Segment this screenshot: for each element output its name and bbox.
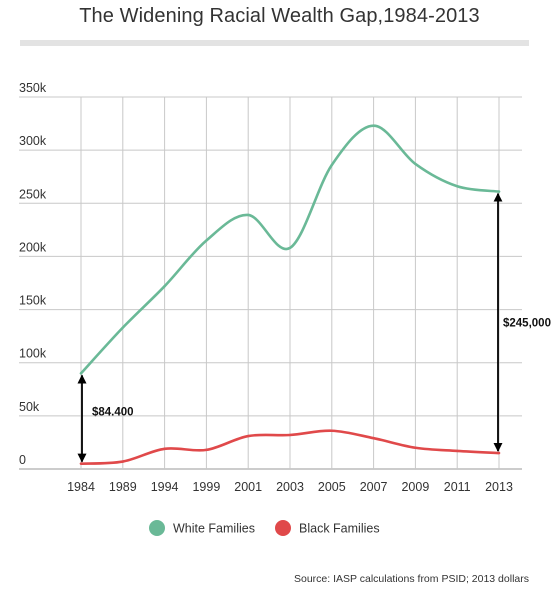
y-tick-label: 0 <box>19 453 26 467</box>
legend-swatch <box>149 520 165 536</box>
x-tick-label: 2007 <box>360 480 388 494</box>
data-point-black-families <box>288 433 292 437</box>
y-tick-label: 350k <box>19 81 47 95</box>
data-point-black-families <box>497 451 501 455</box>
data-point-white-families <box>288 246 292 250</box>
y-tick-label: 100k <box>19 347 47 361</box>
data-point-black-families <box>456 449 459 453</box>
data-point-black-families <box>205 448 208 452</box>
data-point-black-families <box>330 429 333 432</box>
y-tick-label: 200k <box>19 240 47 254</box>
legend-label: Black Families <box>299 522 380 536</box>
data-point-white-families <box>247 213 250 217</box>
x-tick-label: 2013 <box>485 480 513 494</box>
y-tick-label: 300k <box>19 134 47 148</box>
data-point-white-families <box>330 163 333 167</box>
x-tick-label: 1989 <box>109 480 137 494</box>
data-point-white-families <box>205 239 208 242</box>
x-tick-label: 2003 <box>276 480 304 494</box>
data-point-black-families <box>121 460 125 463</box>
x-tick-label: 2011 <box>444 480 471 494</box>
annotation-label: $245,000 <box>503 317 551 329</box>
y-tick-label: 250k <box>19 187 47 201</box>
data-point-white-families <box>456 185 459 188</box>
source-note: Source: IASP calculations from PSID; 201… <box>293 573 529 585</box>
x-tick-label: 1984 <box>67 480 95 494</box>
x-tick-label: 1994 <box>151 480 179 494</box>
data-point-black-families <box>79 462 83 465</box>
y-tick-label: 150k <box>19 294 47 308</box>
title-divider <box>20 40 529 46</box>
data-point-white-families <box>497 190 501 193</box>
x-tick-label: 1999 <box>192 480 220 494</box>
annotation-label: $84.400 <box>92 406 134 418</box>
x-tick-label: 2009 <box>401 480 429 494</box>
data-point-white-families <box>372 124 375 127</box>
x-tick-label: 2001 <box>234 480 262 494</box>
data-point-white-families <box>79 372 83 375</box>
chart-title: The Widening Racial Wealth Gap,1984-2013 <box>79 5 480 27</box>
x-tick-label: 2005 <box>318 480 346 494</box>
data-point-black-families <box>163 447 166 451</box>
data-point-white-families <box>414 162 417 166</box>
data-point-black-families <box>247 434 250 438</box>
y-tick-label: 50k <box>19 400 40 414</box>
legend-swatch <box>275 520 291 536</box>
data-point-white-families <box>121 326 125 329</box>
data-point-black-families <box>372 436 375 440</box>
legend-label: White Families <box>173 522 255 536</box>
data-point-black-families <box>414 446 417 449</box>
data-point-white-families <box>163 284 166 288</box>
